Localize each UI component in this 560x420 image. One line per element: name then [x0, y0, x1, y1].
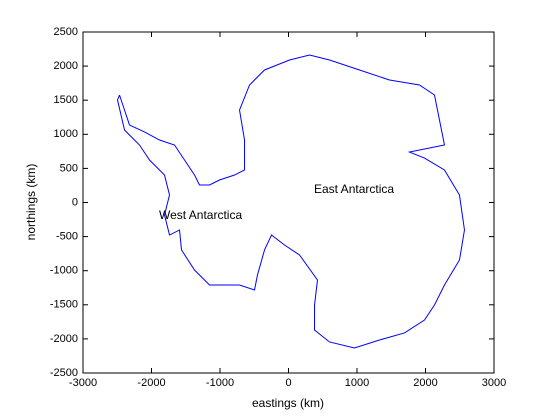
x-tick-label: -2000	[137, 377, 165, 389]
y-tick-label: 2000	[54, 60, 78, 72]
x-axis-label: eastings (km)	[252, 396, 324, 410]
y-tick-label: 2500	[54, 26, 78, 38]
plot-frame	[82, 31, 495, 374]
x-tick-label: 1000	[345, 377, 369, 389]
y-tick-label: -1000	[50, 265, 78, 277]
y-tick-label: -2000	[50, 333, 78, 345]
y-tick-label: 1000	[54, 128, 78, 140]
y-tick-label: 1500	[54, 94, 78, 106]
y-tick-label: -1500	[50, 299, 78, 311]
y-tick-label: 0	[72, 196, 78, 208]
annotation: East Antarctica	[314, 182, 394, 196]
x-tick-label: -1000	[206, 377, 234, 389]
x-tick-label: 2000	[413, 377, 437, 389]
y-axis-label: northings (km)	[24, 164, 38, 241]
x-tick-label: -3000	[69, 377, 97, 389]
y-tick-label: -2500	[50, 367, 78, 379]
y-tick-label: 500	[60, 162, 78, 174]
x-tick-label: 0	[285, 377, 291, 389]
coastline	[117, 54, 465, 349]
annotation: West Antarctica	[159, 208, 242, 222]
x-tick-label: 3000	[482, 377, 506, 389]
y-tick-label: -500	[56, 231, 78, 243]
